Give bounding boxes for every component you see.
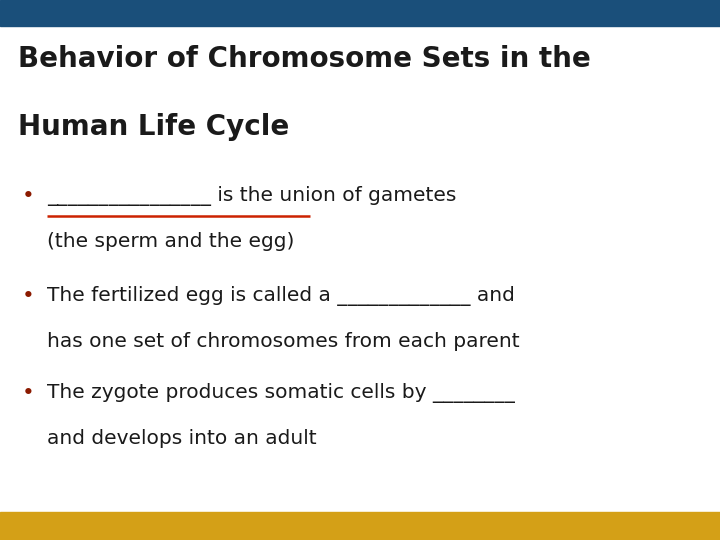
Text: •: •	[22, 383, 35, 403]
Text: © 2011 Pearson Education, Inc.: © 2011 Pearson Education, Inc.	[13, 522, 190, 532]
Text: and develops into an adult: and develops into an adult	[47, 429, 316, 448]
Text: The fertilized egg is called a _____________ and: The fertilized egg is called a _________…	[47, 286, 515, 306]
Text: has one set of chromosomes from each parent: has one set of chromosomes from each par…	[47, 332, 519, 351]
Text: ________________ is the union of gametes: ________________ is the union of gametes	[47, 186, 456, 206]
Text: Human Life Cycle: Human Life Cycle	[18, 113, 289, 141]
Text: •: •	[22, 286, 35, 306]
Text: Behavior of Chromosome Sets in the: Behavior of Chromosome Sets in the	[18, 45, 590, 73]
Text: (the sperm and the egg): (the sperm and the egg)	[47, 232, 294, 252]
Text: The zygote produces somatic cells by ________: The zygote produces somatic cells by ___…	[47, 383, 515, 403]
Text: •: •	[22, 186, 35, 206]
